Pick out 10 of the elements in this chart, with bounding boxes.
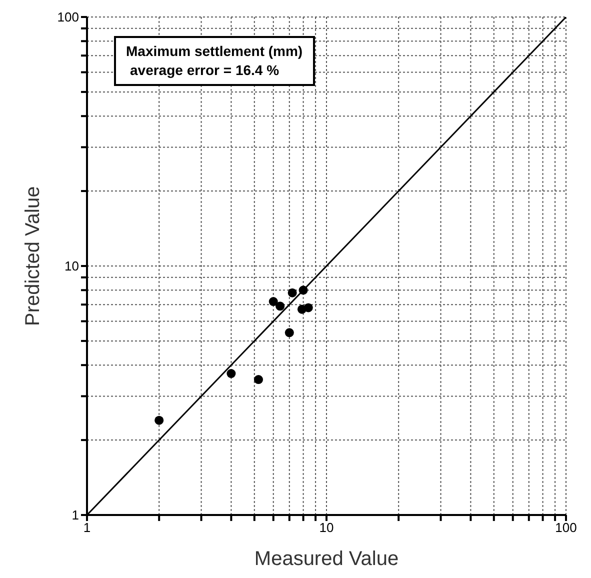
x-tick-label: 1	[83, 520, 91, 536]
x-tick-label: 100	[555, 520, 577, 536]
y-tick-label: 1	[72, 508, 79, 523]
y-tick-label: 10	[64, 258, 79, 274]
x-axis-title: Measured Value	[254, 548, 399, 570]
annotation: average error = 16.4 %	[129, 61, 280, 80]
y-axis-title: Predicted Value	[22, 186, 44, 326]
x-tick-label: 10	[319, 520, 334, 536]
y-tick-label: 100	[57, 10, 79, 25]
annotation: Maximum settlement (mm)	[126, 42, 303, 61]
